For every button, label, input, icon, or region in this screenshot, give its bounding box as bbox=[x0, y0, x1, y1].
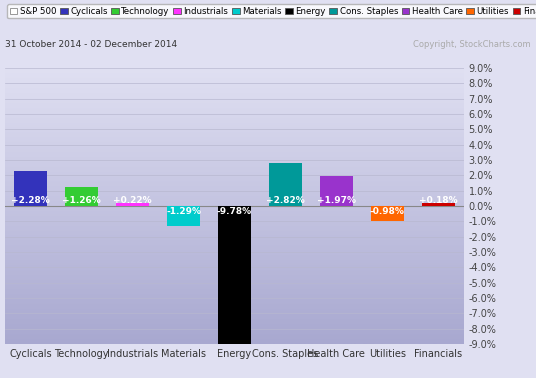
Bar bbox=[14, 171, 47, 206]
Text: +0.18%: +0.18% bbox=[419, 196, 458, 205]
Text: -9.78%: -9.78% bbox=[217, 207, 252, 216]
Text: +1.26%: +1.26% bbox=[62, 196, 101, 205]
Bar bbox=[218, 206, 251, 356]
Text: +0.22%: +0.22% bbox=[113, 196, 152, 205]
Text: Copyright, StockCharts.com: Copyright, StockCharts.com bbox=[413, 40, 531, 49]
Bar bbox=[65, 187, 98, 206]
Bar bbox=[269, 163, 302, 206]
Text: 31 October 2014 - 02 December 2014: 31 October 2014 - 02 December 2014 bbox=[5, 40, 177, 49]
Legend: S&P 500, Cyclicals, Technology, Industrials, Materials, Energy, Cons. Staples, H: S&P 500, Cyclicals, Technology, Industri… bbox=[7, 4, 536, 19]
Text: +1.97%: +1.97% bbox=[317, 196, 356, 205]
Bar bbox=[167, 206, 200, 226]
Bar bbox=[116, 203, 149, 206]
Bar bbox=[371, 206, 404, 221]
Text: +2.82%: +2.82% bbox=[266, 196, 305, 205]
Text: +2.28%: +2.28% bbox=[11, 196, 50, 205]
Bar bbox=[320, 176, 353, 206]
Text: -0.98%: -0.98% bbox=[370, 207, 405, 216]
Text: -1.29%: -1.29% bbox=[166, 207, 201, 216]
Bar bbox=[422, 203, 455, 206]
